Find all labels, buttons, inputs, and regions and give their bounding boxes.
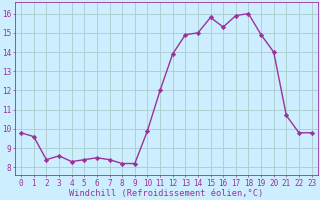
X-axis label: Windchill (Refroidissement éolien,°C): Windchill (Refroidissement éolien,°C) [69,189,263,198]
